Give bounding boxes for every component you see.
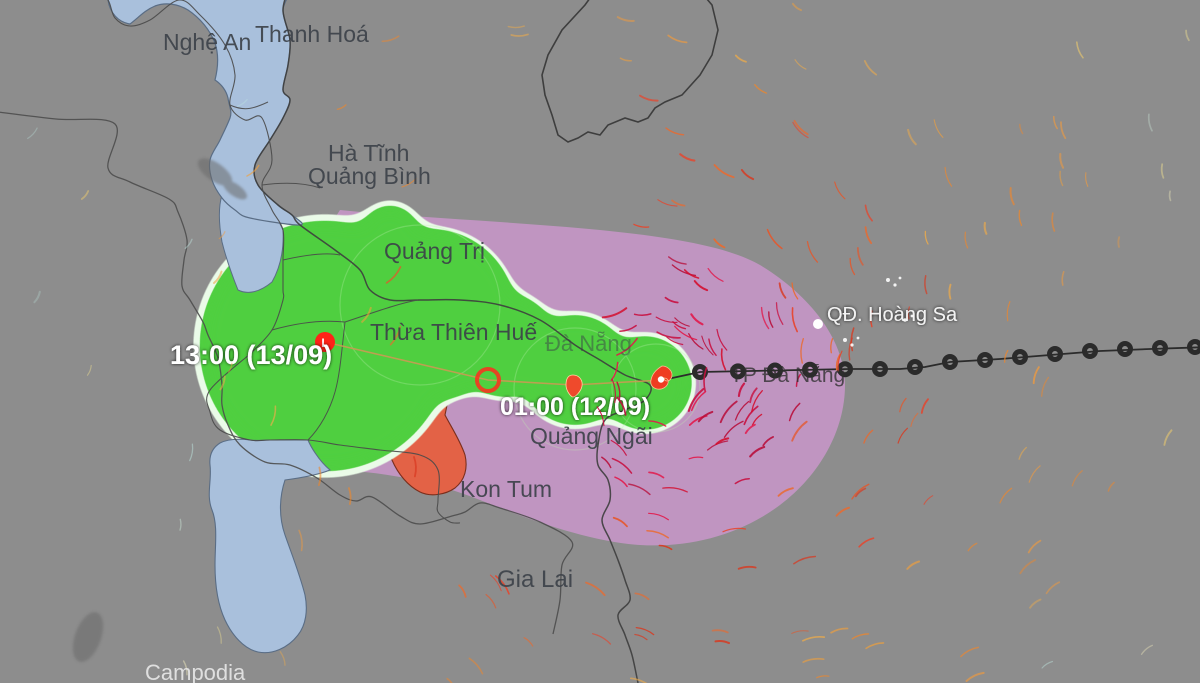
svg-text:QĐ. Hoàng Sa: QĐ. Hoàng Sa xyxy=(827,304,958,326)
svg-text:Thừa Thiên Huế: Thừa Thiên Huế xyxy=(370,319,537,345)
svg-text:Campodia: Campodia xyxy=(145,660,246,683)
svg-text:Quảng Ngãi: Quảng Ngãi xyxy=(530,423,653,449)
svg-text:Kon Tum: Kon Tum xyxy=(460,476,552,502)
svg-text:01:00 (12/09): 01:00 (12/09) xyxy=(500,393,650,421)
svg-text:TP Đà Nẵng: TP Đà Nẵng xyxy=(730,364,845,387)
svg-text:Thanh Hoá: Thanh Hoá xyxy=(255,21,369,47)
svg-text:Đà Nẵng: Đà Nẵng xyxy=(545,331,632,356)
svg-text:Quảng Trị: Quảng Trị xyxy=(384,238,485,264)
svg-text:Gia Lai: Gia Lai xyxy=(497,566,573,593)
svg-text:Nghệ An: Nghệ An xyxy=(163,29,251,55)
svg-text:Quảng Bình: Quảng Bình xyxy=(308,163,431,189)
svg-text:13:00 (13/09): 13:00 (13/09) xyxy=(170,340,332,370)
